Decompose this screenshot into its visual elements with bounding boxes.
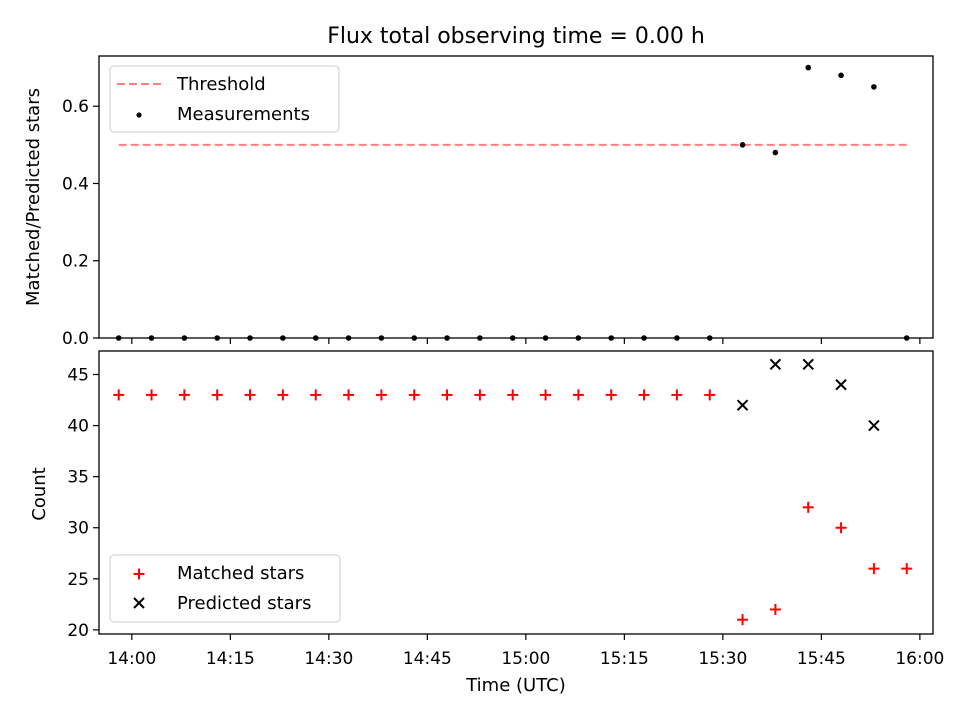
- predicted-star-point: [736, 399, 749, 411]
- matched-star-point: [507, 389, 519, 401]
- matched-star-point: [802, 501, 814, 513]
- matched-star-point: [310, 389, 322, 401]
- predicted-star-point: [769, 358, 782, 370]
- matched-star-point: [244, 389, 256, 401]
- top-plot-frame: [98, 55, 934, 339]
- x-tick-label: 15:30: [698, 649, 747, 669]
- matched-star-point: [638, 389, 650, 401]
- top-legend-box: [109, 65, 340, 133]
- measurement-point: [772, 149, 779, 156]
- matched-star-point: [441, 389, 453, 401]
- bottom-legend-box: [109, 554, 341, 623]
- matched-star-point: [671, 389, 683, 401]
- chart-title: Flux total observing time = 0.00 h: [327, 24, 705, 49]
- predicted-star-point: [868, 419, 880, 432]
- legend-measurements-label: Measurements: [177, 104, 310, 125]
- matched-star-point: [769, 603, 781, 615]
- matched-star-point: [901, 563, 913, 575]
- bottom-y-tick-label: 35: [67, 468, 89, 488]
- measurement-point: [805, 64, 812, 71]
- legend-predicted-label: Predicted stars: [177, 593, 311, 614]
- legend-predicted-swatch: [133, 597, 145, 609]
- x-tick-label: 14:00: [107, 649, 156, 669]
- matched-star-point: [572, 389, 584, 401]
- top-y-tick-label: 0.4: [62, 174, 89, 194]
- bottom-x-ticks: 14:00 14:15 14:30 14:45 15:00 15:15 15:30 15:45…: [107, 634, 944, 669]
- matched-star-point: [146, 389, 158, 401]
- bottom-y-tick-label: 30: [67, 519, 89, 539]
- matched-star-point: [375, 389, 387, 401]
- matched-star-point: [835, 522, 847, 534]
- bottom-y-ticks: 20 25 30 35 40 45: [67, 365, 99, 641]
- x-tick-label: 15:45: [797, 649, 846, 669]
- measurement-point: [838, 72, 844, 79]
- matched-star-point: [277, 389, 289, 401]
- predicted-star-point: [802, 358, 814, 370]
- x-tick-label: 15:15: [600, 649, 649, 669]
- x-tick-label: 15:00: [501, 649, 550, 669]
- legend-threshold-label: Threshold: [176, 74, 266, 95]
- matched-star-point: [113, 389, 125, 401]
- bottom-y-tick-label: 20: [67, 621, 89, 641]
- measurement-point: [739, 142, 746, 148]
- top-y-ticks: 0.0 0.2 0.4 0.6: [62, 97, 99, 349]
- x-axis-label: Time (UTC): [465, 675, 566, 696]
- bottom-y-axis-label: Count: [29, 467, 50, 520]
- matched-star-point: [408, 389, 420, 401]
- legend-matched-swatch: [133, 568, 145, 580]
- top-y-tick-label: 0.6: [62, 97, 89, 117]
- x-tick-label: 16:00: [895, 649, 944, 669]
- x-tick-label: 14:15: [206, 649, 255, 669]
- matched-star-point: [737, 614, 749, 626]
- bottom-y-tick-label: 25: [67, 570, 89, 590]
- legend-measurements-swatch: [136, 112, 142, 118]
- matched-star-point: [540, 389, 552, 401]
- legend-matched-label: Matched stars: [177, 563, 304, 584]
- top-y-axis-label: Matched/Predicted stars: [23, 88, 44, 306]
- matched-star-point: [211, 389, 223, 401]
- measurement-point: [871, 84, 877, 90]
- bottom-panel: Count Time (UTC) 20 25 30 35 40 45 14:00 14:15…: [29, 350, 944, 696]
- bottom-y-tick-label: 40: [67, 417, 89, 437]
- top-y-tick-label: 0.0: [62, 329, 89, 349]
- matched-star-point: [868, 563, 880, 575]
- count-points: [113, 358, 913, 626]
- x-tick-label: 14:45: [403, 649, 452, 669]
- top-legend: Threshold Measurements: [109, 65, 340, 133]
- top-panel: Flux total observing time = 0.00 h Match…: [23, 24, 934, 349]
- top-y-tick-label: 0.2: [62, 252, 89, 272]
- bottom-legend: Matched stars Predicted stars: [109, 554, 341, 623]
- matched-star-point: [474, 389, 486, 401]
- matched-star-point: [343, 389, 355, 401]
- top-x-ticks: [131, 338, 921, 344]
- bottom-y-tick-label: 45: [67, 365, 89, 385]
- matched-star-point: [605, 389, 617, 401]
- matched-star-point: [178, 389, 190, 401]
- matched-star-point: [704, 389, 716, 401]
- predicted-star-point: [835, 379, 847, 391]
- x-tick-label: 14:30: [304, 649, 353, 669]
- bottom-plot-frame: [98, 350, 934, 635]
- measurement-points: [115, 64, 910, 341]
